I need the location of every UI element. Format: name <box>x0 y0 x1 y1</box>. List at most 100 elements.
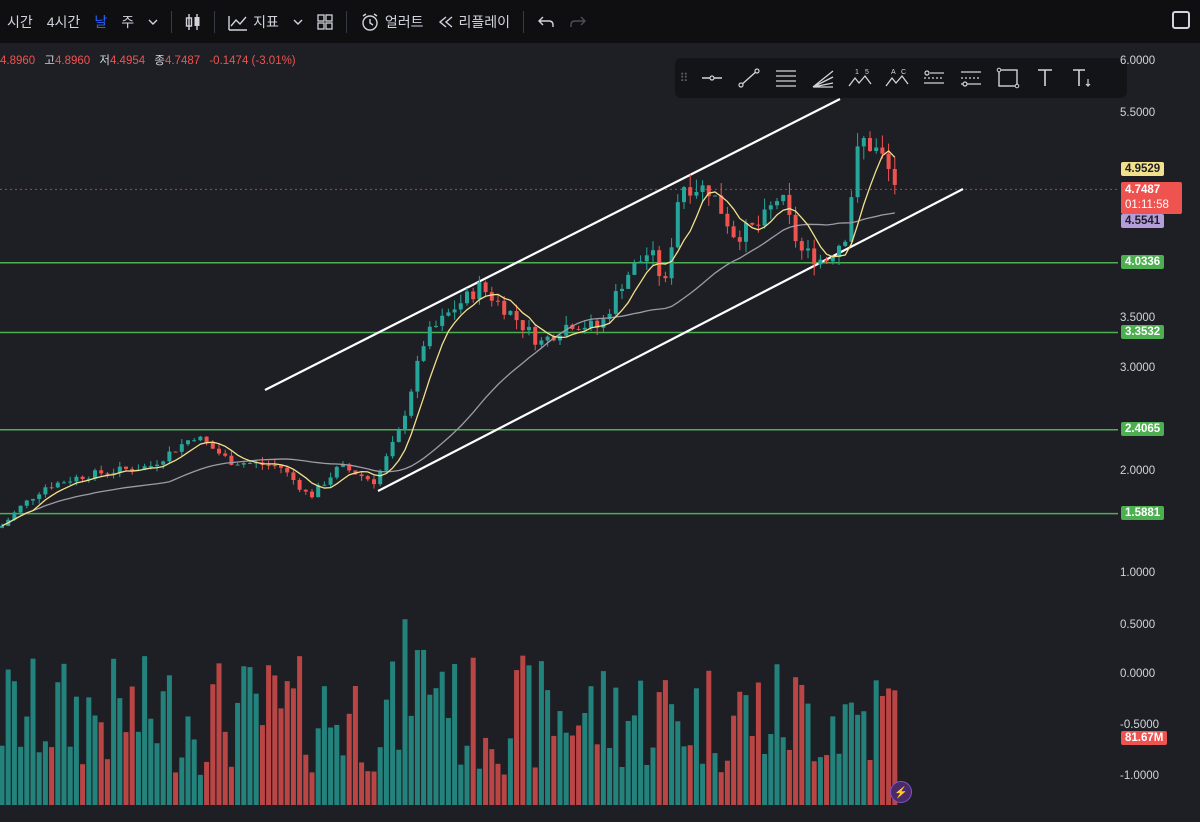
divider <box>171 10 173 33</box>
volume-bar <box>309 772 315 805</box>
candle-body <box>762 209 767 226</box>
layouts-button[interactable] <box>310 0 340 43</box>
volume-bar <box>235 702 241 805</box>
candle-body <box>86 478 91 480</box>
volume-bar <box>526 665 532 805</box>
candle-body <box>632 263 637 275</box>
fullscreen-icon[interactable] <box>1172 11 1190 29</box>
candle-body <box>322 484 327 486</box>
volume-bar <box>700 763 706 805</box>
volume-bar <box>104 759 110 805</box>
volume-bar <box>321 686 327 805</box>
volume-tag: 81.67M <box>1121 731 1168 745</box>
interval-4h[interactable]: 4시간 <box>46 13 81 30</box>
volume-bar <box>123 732 129 805</box>
candle-body <box>130 468 135 471</box>
candle-body <box>347 464 352 471</box>
interval-1h[interactable]: 시간 <box>7 13 33 30</box>
volume-bar <box>557 711 563 805</box>
volume-bar <box>148 718 154 805</box>
volume-bar <box>495 763 501 805</box>
interval-day[interactable]: 날 <box>94 13 108 30</box>
volume-bar <box>253 693 259 805</box>
volume-bar <box>49 747 55 805</box>
candle-body <box>570 324 575 329</box>
candle-body <box>186 440 190 445</box>
candle-body <box>781 194 786 202</box>
candle-body <box>812 248 817 265</box>
lightning-icon[interactable]: ⚡ <box>890 781 912 803</box>
candle-body <box>545 336 550 341</box>
candle-body <box>843 241 848 246</box>
candle-body <box>155 464 159 467</box>
candle-body <box>210 442 215 449</box>
ohlc-change: -0.1474 (-3.01%) <box>209 55 296 67</box>
volume-bar <box>396 749 402 805</box>
candle-body <box>496 300 500 302</box>
replay-button[interactable]: 리플레이 <box>431 0 518 43</box>
volume-bar <box>619 766 625 805</box>
svg-text:5: 5 <box>865 69 869 76</box>
rectangle-icon[interactable] <box>989 58 1026 98</box>
ohlc-low: 4.4954 <box>109 55 146 67</box>
volume-bar <box>842 704 848 805</box>
volume-bar <box>216 663 222 805</box>
fib-fan-icon[interactable] <box>804 58 841 98</box>
price-axis-tick: 6.0000 <box>1120 55 1156 67</box>
volume-bar <box>42 741 48 805</box>
candle-body <box>173 451 178 453</box>
candle-body <box>818 259 823 265</box>
volume-bar <box>439 671 445 805</box>
candle-body <box>446 312 451 316</box>
volume-bar <box>731 715 737 805</box>
redo-button[interactable] <box>562 0 594 43</box>
volume-bar <box>600 671 606 805</box>
candle-body <box>675 202 680 248</box>
ohlc-close-label: 종 <box>154 55 165 67</box>
interval-dropdown[interactable] <box>141 0 165 43</box>
interval-week[interactable]: 주 <box>121 13 135 30</box>
candle-body <box>18 505 23 513</box>
volume-bar <box>811 761 817 805</box>
volume-bar <box>408 715 414 805</box>
volume-bar <box>247 667 253 805</box>
price-axis-tick: 0.5000 <box>1120 619 1156 631</box>
text-icon[interactable] <box>1026 58 1063 98</box>
ohlc-low-label: 저 <box>99 55 110 67</box>
candle-body <box>806 248 810 251</box>
price-chart-canvas[interactable] <box>0 43 1200 817</box>
price-axis-tick: -1.0000 <box>1120 770 1160 782</box>
indicators-button[interactable]: 지표 <box>221 0 286 43</box>
undo-button[interactable] <box>530 0 562 43</box>
volume-bar <box>458 764 464 805</box>
alert-button[interactable]: 얼러트 <box>353 0 431 43</box>
volume-bar <box>662 680 668 805</box>
candle-body <box>700 185 705 193</box>
volume-bar <box>334 724 340 805</box>
chart-area[interactable] <box>0 43 1200 817</box>
price-range-icon[interactable] <box>915 58 952 98</box>
chart-type-button[interactable] <box>178 0 208 43</box>
candle-body <box>421 346 426 361</box>
drag-handle-icon[interactable]: ⠿ <box>679 71 689 85</box>
volume-bar <box>873 680 879 805</box>
level-price-tag: 4.0336 <box>1121 255 1165 269</box>
volume-bar <box>786 749 792 805</box>
text-note-icon[interactable] <box>1063 58 1100 98</box>
trend-line-icon[interactable] <box>730 58 767 98</box>
candle-body <box>117 466 122 473</box>
volume-bar <box>390 661 396 805</box>
volume-bar <box>402 619 408 805</box>
parallel-channel-icon[interactable] <box>767 58 804 98</box>
volume-bar <box>383 699 389 805</box>
volume-bar <box>545 690 551 805</box>
date-range-icon[interactable] <box>952 58 989 98</box>
horizontal-line-icon[interactable] <box>693 58 730 98</box>
candle-body <box>440 315 445 326</box>
indicators-dropdown[interactable] <box>286 0 310 43</box>
volume-bar <box>489 749 495 805</box>
candle-body <box>31 498 35 501</box>
level-price-tag: 3.3532 <box>1121 325 1165 339</box>
